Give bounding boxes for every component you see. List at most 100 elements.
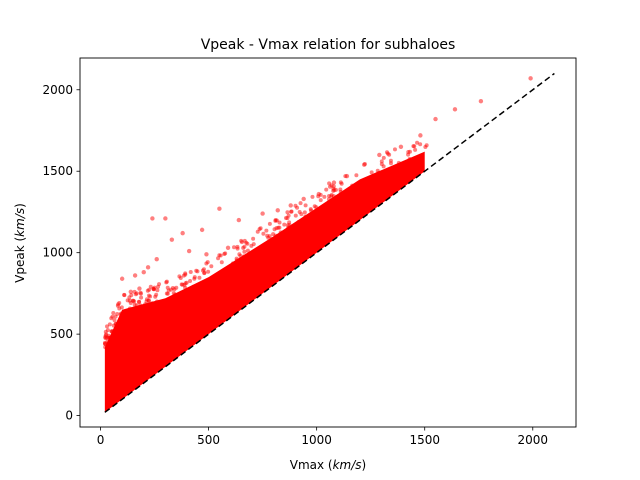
scatter-point <box>245 248 250 253</box>
scatter-point <box>241 254 246 259</box>
scatter-point <box>230 261 235 266</box>
scatter-point <box>179 282 184 287</box>
outlier-point <box>433 116 438 122</box>
scatter-point <box>109 329 114 334</box>
scatter-point <box>121 310 126 315</box>
point-cloud <box>102 140 429 413</box>
scatter-point <box>287 223 292 228</box>
scatter-point <box>396 160 401 165</box>
scatter-point <box>217 253 222 258</box>
scatter-point <box>206 269 211 274</box>
scatter-point <box>423 145 428 150</box>
outlier-point <box>225 245 231 250</box>
scatter-point <box>188 270 193 275</box>
scatter-point <box>134 303 139 308</box>
outlier-point <box>275 208 280 213</box>
x-tick-label: 2000 <box>518 433 549 447</box>
scatter-point <box>235 244 240 249</box>
scatter-point <box>412 144 417 149</box>
scatter-point <box>375 168 380 173</box>
outlier-point <box>377 152 382 158</box>
scatter-point <box>277 225 282 230</box>
scatter-point <box>238 257 243 262</box>
scatter-point <box>138 303 143 308</box>
scatter-point <box>111 311 116 316</box>
outlier-point <box>344 173 350 179</box>
scatter-point <box>324 187 329 192</box>
scatter-point <box>326 197 331 202</box>
scatter-point <box>204 261 209 266</box>
scatter-point <box>132 299 137 304</box>
scatter-point <box>381 164 386 169</box>
scatter-point <box>418 142 423 147</box>
scatter-point <box>322 194 327 199</box>
x-tick-label: 1500 <box>409 433 440 447</box>
outlier-point <box>132 273 138 278</box>
outlier-point <box>137 286 142 291</box>
scatter-point <box>102 340 107 345</box>
scatter-point <box>188 278 193 283</box>
scatter-point <box>310 194 315 199</box>
scatter-point <box>297 210 302 215</box>
scatter-point <box>127 306 132 311</box>
scatter-point <box>169 287 174 292</box>
scatter-point <box>118 312 123 317</box>
scatter-point <box>381 155 386 160</box>
scatter-point <box>128 300 133 305</box>
scatter-point <box>303 203 308 208</box>
scatter-point <box>148 294 153 299</box>
scatter-point <box>415 140 420 145</box>
plot-area <box>79 57 577 428</box>
scatter-point <box>384 150 389 155</box>
scatter-point <box>354 173 359 178</box>
outlier-point <box>288 203 293 208</box>
outlier-points <box>119 76 533 294</box>
scatter-point <box>173 292 178 297</box>
scatter-point <box>302 210 307 215</box>
x-axis: 0 500 1000 1500 2000 <box>97 427 548 447</box>
scatter-point <box>136 299 141 304</box>
scatter-point <box>195 269 200 274</box>
scatter-point <box>197 275 202 280</box>
scatter-point <box>237 252 242 257</box>
outlier-point <box>528 76 533 81</box>
scatter-point <box>273 218 278 223</box>
scatter-point <box>295 205 300 210</box>
scatter-point <box>407 156 412 161</box>
scatter-point <box>161 299 166 304</box>
scatter-point <box>178 275 183 280</box>
outlier-point <box>217 206 222 211</box>
y-tick-label: 500 <box>50 327 73 341</box>
y-tick-label: 1500 <box>42 164 73 178</box>
scatter-point <box>272 227 277 232</box>
scatter-point <box>369 170 374 175</box>
reference-line-y-equals-x <box>104 72 555 413</box>
scatter-point <box>245 253 250 258</box>
scatter-point <box>286 213 291 218</box>
scatter-point <box>239 240 244 245</box>
scatter-point <box>192 276 197 281</box>
scatter-point <box>138 290 143 295</box>
scatter-point <box>155 288 160 293</box>
scatter-point <box>125 298 130 303</box>
outlier-point <box>186 248 192 254</box>
scatter-point <box>223 251 228 256</box>
scatter-point <box>105 324 110 329</box>
outlier-point <box>145 265 151 270</box>
outlier-point <box>150 216 155 221</box>
chart-title: Vpeak - Vmax relation for subhaloes <box>201 37 456 53</box>
y-tick-label: 0 <box>65 409 73 423</box>
outlier-point <box>128 289 133 294</box>
outlier-point <box>236 217 242 223</box>
scatter-point <box>350 183 355 188</box>
outlier-point <box>163 216 168 221</box>
outlier-point <box>199 227 205 233</box>
scatter-point <box>164 280 169 285</box>
scatter-point <box>187 287 192 292</box>
outlier-point <box>141 270 146 275</box>
x-tick-label: 500 <box>197 433 220 447</box>
outlier-point <box>180 230 185 236</box>
scatter-point <box>183 272 188 277</box>
scatter-point <box>219 260 224 265</box>
